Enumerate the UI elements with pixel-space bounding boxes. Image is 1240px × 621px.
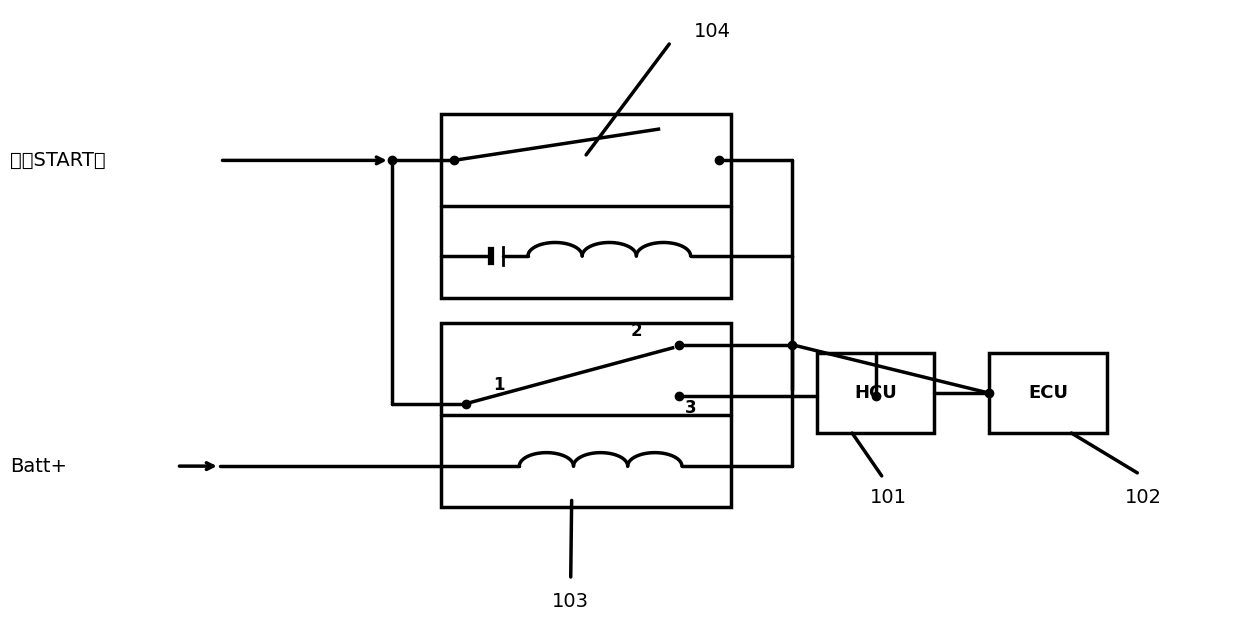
Text: ECU: ECU — [1028, 384, 1068, 402]
Text: 102: 102 — [1125, 488, 1162, 507]
Text: 3: 3 — [684, 399, 697, 417]
Bar — [441, 114, 730, 298]
Bar — [441, 323, 730, 507]
Bar — [990, 353, 1106, 433]
Text: 103: 103 — [552, 592, 589, 611]
Text: 钥匙START端: 钥匙START端 — [10, 151, 105, 170]
Text: 2: 2 — [630, 322, 642, 340]
Text: HCU: HCU — [854, 384, 897, 402]
Text: 104: 104 — [694, 22, 730, 41]
Text: 1: 1 — [494, 376, 505, 394]
Bar — [817, 353, 934, 433]
Text: 101: 101 — [869, 488, 906, 507]
Text: Batt+: Batt+ — [10, 456, 67, 476]
